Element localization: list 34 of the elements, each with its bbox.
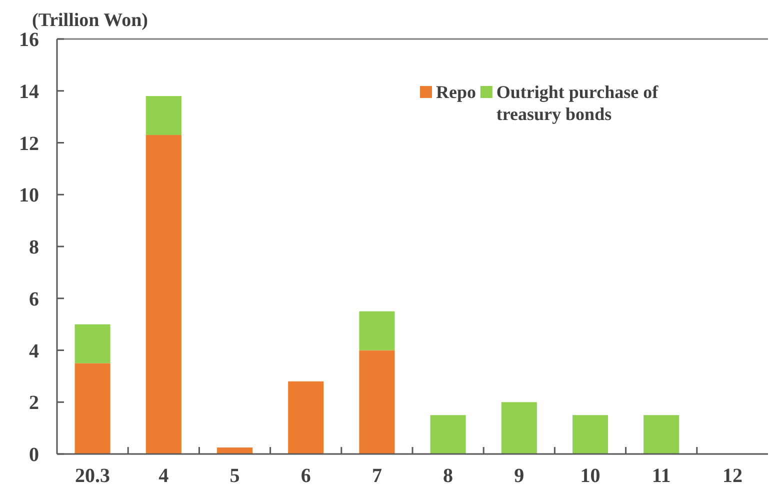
- x-tick-label: 12: [722, 465, 742, 487]
- y-tick-label: 2: [29, 392, 39, 414]
- bar: [146, 96, 182, 135]
- bar: [359, 350, 395, 454]
- bar: [146, 134, 182, 454]
- y-tick-label: 14: [19, 80, 39, 103]
- y-tick-label: 16: [19, 29, 39, 51]
- x-tick-label: 6: [300, 465, 311, 487]
- x-tick-label: 11: [652, 465, 671, 487]
- legend-label: Outright purchase of treasury bonds: [496, 82, 660, 124]
- y-tick-label: 12: [19, 132, 39, 155]
- bar: [74, 324, 110, 364]
- bar: [74, 363, 110, 454]
- bar: [430, 415, 466, 454]
- y-tick-label: 4: [29, 340, 39, 362]
- x-tick-label: 4: [158, 465, 169, 487]
- y-axis-title: (Trillion Won): [32, 10, 148, 31]
- x-tick-label: 9: [514, 465, 524, 487]
- x-tick-label: 8: [443, 465, 454, 487]
- x-tick-label: 7: [372, 465, 382, 487]
- bar: [288, 381, 324, 454]
- x-tick-label: 20.3: [75, 465, 110, 487]
- bar: [359, 311, 395, 350]
- y-tick-label: 10: [19, 184, 39, 207]
- y-tick-label: 8: [29, 236, 39, 258]
- legend-label: Repo: [436, 82, 476, 102]
- x-tick-label: 5: [230, 465, 240, 487]
- y-tick-label: 0: [29, 444, 39, 466]
- bar: [501, 402, 537, 454]
- bar: [216, 448, 253, 454]
- y-tick-label: 6: [29, 288, 39, 310]
- bar: [572, 415, 608, 454]
- x-tick-label: 10: [580, 465, 600, 487]
- bar: [644, 415, 680, 454]
